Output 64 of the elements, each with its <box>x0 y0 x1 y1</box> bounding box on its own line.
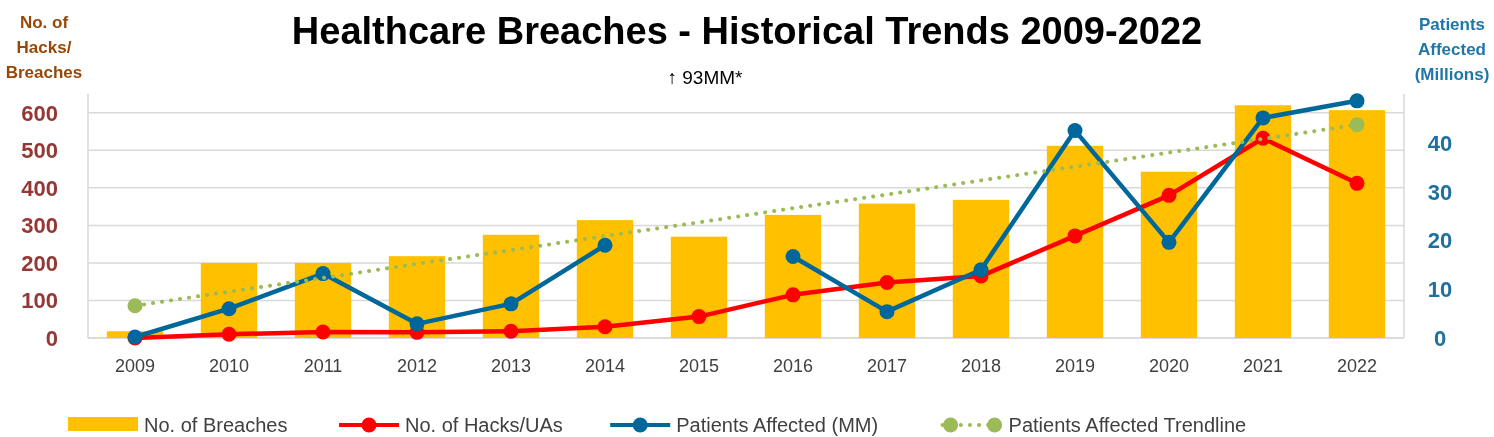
y2-tick-label: 40 <box>1427 130 1453 156</box>
point <box>1349 117 1365 133</box>
y2-tick-label: 30 <box>1427 179 1453 205</box>
text: ↑ 93MM* <box>667 67 744 88</box>
point <box>597 237 613 253</box>
point <box>409 316 425 332</box>
point <box>1067 123 1083 139</box>
y-tick-label: 200 <box>21 250 58 276</box>
point <box>221 301 237 317</box>
x-tick-label: 2010 <box>208 356 250 376</box>
x-tick-label: 2009 <box>114 356 156 376</box>
point <box>785 249 801 264</box>
x-tick-label: 2022 <box>1336 356 1378 376</box>
y2-tick-label: 0 <box>1433 326 1447 351</box>
x-tick-label: 2015 <box>678 356 720 376</box>
bar <box>1046 145 1104 338</box>
x-tick-label: 2013 <box>490 356 532 376</box>
y-tick-label: 500 <box>21 138 58 164</box>
point <box>597 319 613 335</box>
point <box>1349 93 1365 109</box>
point <box>503 323 519 339</box>
x-tick-label: 2019 <box>1054 356 1096 376</box>
y-tick-label: 300 <box>21 213 58 239</box>
y2-axis-title: Patients Affected (Millions) <box>1414 15 1490 84</box>
point <box>503 296 519 312</box>
point <box>1067 228 1083 244</box>
y-tick-label: 100 <box>21 288 58 314</box>
point <box>1161 234 1177 250</box>
x-tick-label: 2021 <box>1242 356 1284 376</box>
legend-label: Patients Affected Trendline <box>1008 414 1247 436</box>
x-tick-label: 2018 <box>960 356 1002 376</box>
y-tick-label: 600 <box>21 100 58 126</box>
legend-label: No. of Hacks/UAs <box>405 414 563 436</box>
point <box>1349 175 1365 191</box>
bar <box>670 236 728 338</box>
point <box>315 324 331 340</box>
x-tick-label: 2017 <box>866 356 908 376</box>
x-tick-label: 2020 <box>1148 356 1190 376</box>
point <box>1255 110 1271 126</box>
bar <box>1234 105 1292 338</box>
chart-title: Healthcare Breaches - Historical Trends 2009-2022 <box>291 10 1203 52</box>
point <box>691 309 707 325</box>
point <box>973 262 989 278</box>
y-tick-label: 0 <box>45 326 58 351</box>
y-tick-label: 400 <box>21 175 58 201</box>
bar <box>952 199 1010 338</box>
x-tick-label: 2012 <box>396 356 438 376</box>
y-axis-title: No. of Hacks/ Breaches <box>5 13 83 82</box>
y2-tick-label: 20 <box>1427 228 1453 254</box>
bar <box>1140 171 1198 338</box>
y2-tick-label: 10 <box>1427 277 1453 303</box>
x-tick-label: 2011 <box>303 356 343 376</box>
point <box>1161 187 1177 203</box>
x-tick-label: 2014 <box>584 356 626 376</box>
bar <box>1328 110 1386 338</box>
point <box>127 298 143 314</box>
bar <box>764 214 822 338</box>
point <box>221 326 237 342</box>
point <box>879 304 895 320</box>
legend-label: Patients Affected (MM) <box>676 414 879 436</box>
legend-label: No. of Breaches <box>144 414 288 436</box>
point <box>879 274 895 290</box>
point <box>785 287 801 303</box>
x-tick-label: 2016 <box>772 356 814 376</box>
